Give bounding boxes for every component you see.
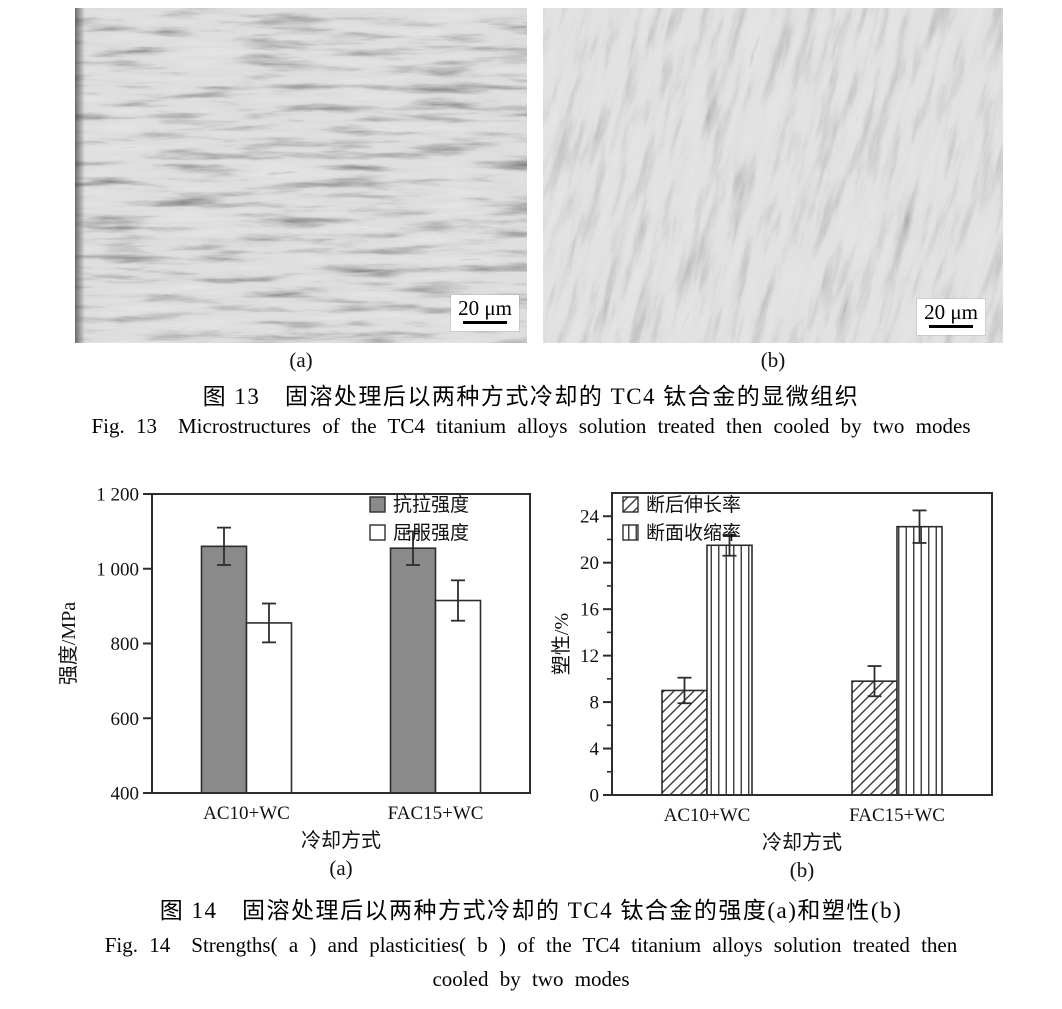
legend-label: 抗拉强度 (393, 494, 469, 516)
y-tick-label: 400 (111, 784, 140, 805)
micrograph-b-texture (543, 8, 1003, 343)
category-label: FAC15+WC (849, 805, 945, 826)
plot-frame (611, 492, 993, 796)
x-axis-label: 冷却方式 (762, 831, 842, 854)
y-tick-label: 600 (111, 709, 140, 730)
y-tick-label: 12 (580, 646, 599, 667)
y-tick-label: 20 (580, 553, 599, 574)
plasticity-bar-chart: AC10+WC FAC15+WC 0 4 8 12 16 20 24 塑性/% 冷却方式 (b) 断后伸… (550, 492, 993, 882)
y-tick-label: 1 000 (96, 559, 139, 580)
bar (661, 689, 708, 796)
bar (434, 599, 482, 794)
figure14-caption-zh: 图 14 固溶处理后以两种方式冷却的 TC4 钛合金的强度(a)和塑性(b) (159, 898, 903, 923)
legend-label: 断面收缩率 (646, 522, 741, 544)
scale-bar-b-line (929, 325, 974, 328)
category-label: AC10+WC (664, 805, 751, 826)
y-tick-label: 16 (580, 600, 599, 621)
strength-bar-chart: AC10+WC FAC15+WC 400 600 800 1 000 1 200 强度/MPa… (57, 485, 531, 880)
legend-swatch (622, 524, 639, 541)
y-tick-label: 800 (111, 634, 140, 655)
figure13-caption-en: Fig. 13 Microstructures of the TC4 titan… (91, 414, 971, 438)
scale-bar-b: 20 μm (917, 299, 985, 335)
bar (200, 545, 248, 794)
bar (245, 622, 293, 794)
bar (851, 680, 898, 796)
scale-bar-a-line (463, 321, 508, 324)
y-axis-label: 强度/MPa (57, 602, 80, 685)
micrograph-b-panel-label: (b) (760, 348, 786, 372)
x-axis-label: 冷却方式 (301, 829, 381, 852)
micrograph-a-panel-label: (a) (289, 348, 313, 372)
legend-label: 断后伸长率 (646, 494, 741, 516)
legend-swatch (622, 496, 639, 513)
figure14-caption-en-line2: cooled by two modes (432, 967, 630, 991)
y-tick-label: 4 (590, 739, 600, 760)
scale-bar-a: 20 μm (451, 295, 519, 331)
bar (389, 547, 437, 794)
y-tick-label: 1 200 (96, 485, 139, 506)
bar (896, 525, 943, 796)
scale-bar-a-label: 20 μm (458, 296, 512, 320)
figure14-caption-en-line1: Fig. 14 Strengths( a ) and plasticities(… (104, 933, 958, 957)
figure13-caption-zh: 图 13 固溶处理后以两种方式冷却的 TC4 钛合金的显微组织 (202, 384, 860, 409)
y-axis-label: 塑性/% (550, 613, 573, 675)
category-label: FAC15+WC (388, 803, 484, 824)
category-label: AC10+WC (203, 803, 290, 824)
legend-swatch (369, 496, 386, 513)
y-tick-label: 24 (580, 507, 600, 528)
y-tick-label: 0 (590, 786, 600, 807)
micrograph-a-edge-shadow (75, 8, 85, 343)
scale-bar-b-label: 20 μm (924, 300, 978, 324)
chart-panel-label: (a) (329, 856, 352, 880)
y-tick-label: 8 (590, 693, 600, 714)
micrograph-a: 20 μm (75, 8, 527, 343)
legend-swatch (369, 524, 386, 541)
chart-panel-label: (b) (790, 858, 815, 882)
micrograph-a-texture (75, 8, 527, 343)
bar (706, 544, 753, 796)
micrograph-b: 20 μm (543, 8, 1003, 343)
legend-label: 屈服强度 (393, 522, 469, 544)
